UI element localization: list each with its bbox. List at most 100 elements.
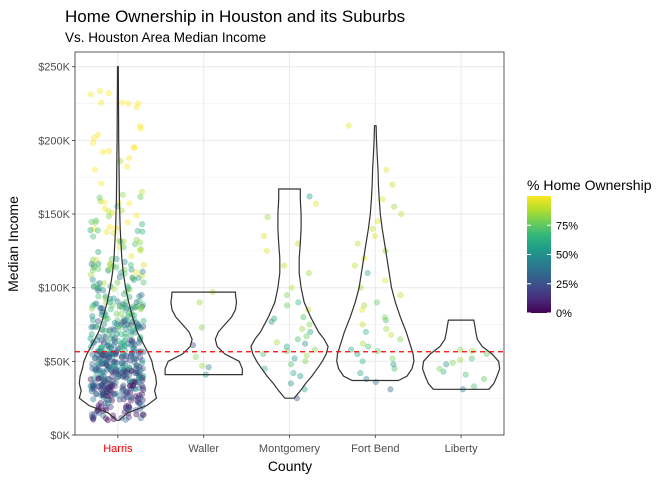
data-point	[131, 359, 138, 366]
data-point	[104, 417, 111, 424]
data-point	[101, 377, 108, 384]
data-point	[136, 298, 143, 305]
data-point	[129, 274, 136, 281]
data-point	[138, 382, 145, 389]
data-point	[120, 291, 127, 298]
data-point	[271, 315, 278, 322]
legend-ticks: 0% 25% 50% 75%	[527, 220, 578, 320]
data-point	[471, 383, 478, 390]
data-point	[102, 399, 109, 406]
data-point	[288, 380, 295, 387]
data-point	[127, 261, 134, 268]
data-point	[95, 318, 102, 325]
data-point	[122, 361, 129, 368]
data-point	[295, 299, 302, 306]
data-point	[106, 327, 113, 334]
data-point	[101, 392, 108, 399]
data-point	[123, 305, 130, 312]
data-point	[102, 334, 109, 341]
data-point	[131, 304, 138, 311]
data-point	[136, 374, 143, 381]
data-point	[109, 350, 116, 357]
data-point	[96, 194, 103, 201]
data-point	[118, 365, 125, 372]
data-point	[109, 353, 116, 360]
data-point	[110, 361, 117, 368]
data-point	[124, 163, 131, 170]
data-point	[129, 382, 136, 389]
data-point	[303, 333, 310, 340]
data-point	[99, 305, 106, 312]
data-point	[291, 355, 298, 362]
data-point	[93, 390, 100, 397]
data-point	[137, 354, 144, 361]
data-point	[283, 343, 290, 350]
data-point	[95, 402, 102, 409]
y-tick-label: $250K	[38, 62, 70, 74]
data-point	[140, 279, 147, 286]
data-point	[105, 208, 112, 215]
data-point	[345, 122, 352, 129]
data-point	[383, 325, 390, 332]
data-point	[303, 352, 310, 359]
data-point	[290, 370, 297, 377]
data-point	[120, 339, 127, 346]
data-point	[95, 265, 102, 272]
data-point	[116, 346, 123, 353]
data-point	[102, 392, 109, 399]
data-point	[359, 358, 366, 365]
data-point	[88, 305, 95, 312]
data-point	[288, 284, 295, 291]
data-point	[90, 396, 97, 403]
data-point	[284, 292, 291, 299]
data-point	[128, 266, 135, 273]
data-point	[119, 99, 126, 106]
data-point	[312, 200, 319, 207]
data-point	[297, 373, 304, 380]
data-point	[87, 227, 94, 234]
data-point	[483, 351, 490, 358]
data-point	[110, 285, 117, 292]
data-point	[140, 261, 147, 268]
data-point	[118, 331, 125, 338]
data-point	[96, 383, 103, 390]
x-axis-title: County	[268, 458, 312, 474]
x-tick-label: Montgomery	[259, 443, 321, 455]
data-point	[109, 373, 116, 380]
data-point	[140, 317, 147, 324]
data-point	[205, 364, 212, 371]
data-point	[300, 314, 307, 321]
data-point	[264, 213, 271, 220]
x-axis: Harris Waller Montgomery Fort Bend Liberty	[103, 435, 478, 455]
color-legend: % Home Ownership 0% 25% 50% 75%	[527, 177, 652, 320]
data-point	[364, 270, 371, 277]
data-point	[90, 233, 97, 240]
data-point	[260, 351, 267, 358]
data-point	[469, 348, 476, 355]
y-tick-label: $100K	[38, 283, 70, 295]
y-tick-label: $150K	[38, 209, 70, 221]
data-point	[436, 365, 443, 372]
legend-tick-label: 50%	[556, 250, 578, 262]
data-point	[100, 280, 107, 287]
data-point	[126, 364, 133, 371]
data-point	[100, 199, 107, 206]
data-point	[379, 196, 386, 203]
data-point	[116, 324, 123, 331]
data-point	[302, 340, 309, 347]
data-point	[96, 280, 103, 287]
data-point	[134, 303, 141, 310]
data-point	[305, 270, 312, 277]
data-point	[90, 323, 97, 330]
y-axis: $0K $50K $100K $150K $200K $250K	[38, 62, 75, 442]
data-point	[98, 180, 105, 187]
data-point	[126, 378, 133, 385]
data-point	[381, 314, 388, 321]
data-point	[128, 253, 135, 260]
data-point	[390, 361, 397, 368]
data-point	[126, 372, 133, 379]
data-point	[89, 317, 96, 324]
data-point	[374, 218, 381, 225]
chart-title: Home Ownership in Houston and its Suburb…	[65, 7, 405, 26]
data-point	[87, 91, 94, 98]
